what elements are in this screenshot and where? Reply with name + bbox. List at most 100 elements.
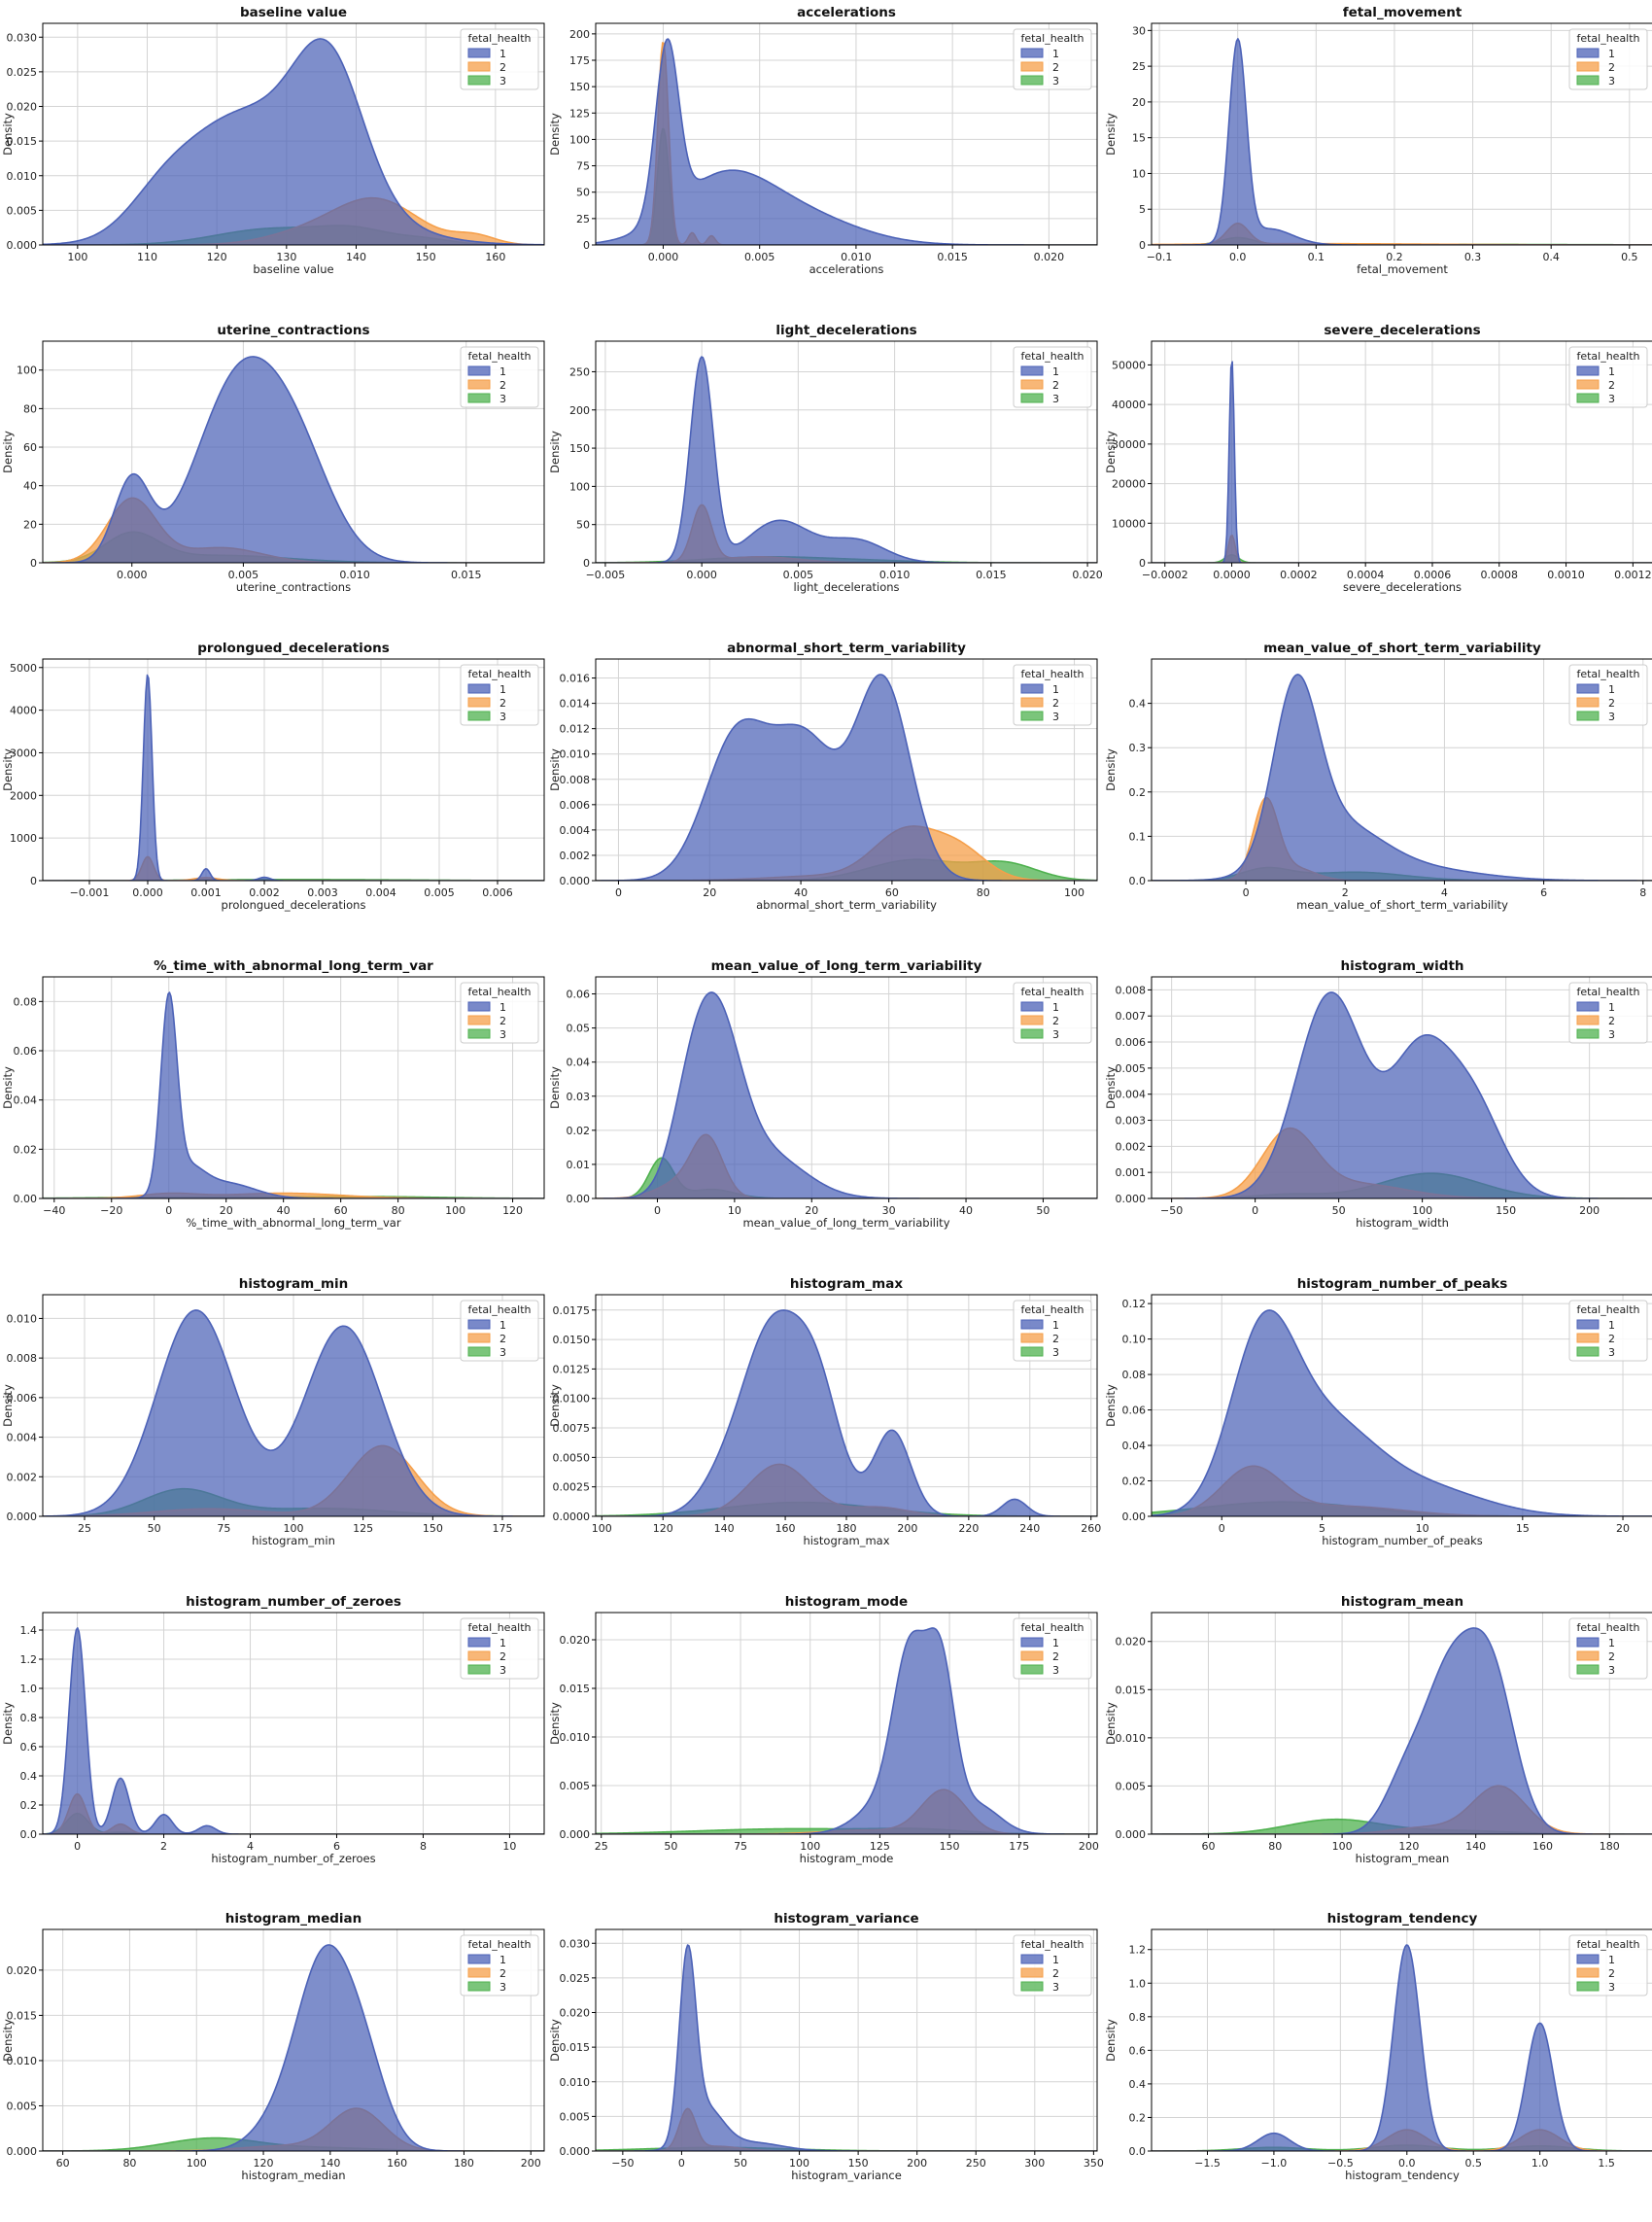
x-tick-label: 0.000 [117, 569, 148, 581]
x-tick-label: 2 [160, 1840, 167, 1853]
x-tick-label: −50 [1160, 1204, 1183, 1217]
legend-title: fetal_health [1576, 1938, 1639, 1951]
axes-frame [1151, 1294, 1652, 1517]
x-tick-label: 0.005 [228, 569, 259, 581]
legend-title: fetal_health [467, 986, 531, 998]
y-tick-label: 0.020 [560, 1634, 591, 1647]
y-tick-label: 1.2 [1129, 1944, 1147, 1957]
density-layer [1152, 1944, 1652, 2151]
legend-title: fetal_health [467, 32, 531, 45]
legend-title: fetal_health [467, 350, 531, 363]
legend-swatch-3 [1576, 75, 1600, 86]
legend-swatch-2 [1576, 697, 1600, 708]
x-axis-label: %_time_with_abnormal_long_term_var [186, 1216, 400, 1230]
legend-label-1: 1 [1052, 365, 1059, 378]
x-tick-label: 0.000 [648, 251, 679, 263]
legend-label-2: 2 [1608, 697, 1615, 710]
legend-swatch-1 [1576, 1001, 1600, 1012]
y-tick-label: 175 [569, 54, 590, 67]
subplot-title: %_time_with_abnormal_long_term_var [154, 958, 433, 974]
x-tick-label: 100 [1064, 886, 1084, 899]
x-axis-label: light_decelerations [793, 580, 899, 594]
y-tick-label: 5 [1139, 203, 1146, 216]
x-tick-label: 200 [1579, 1204, 1600, 1217]
y-axis-label: Density [1104, 748, 1118, 791]
legend-swatch-1 [1020, 1637, 1044, 1648]
y-tick-label: 0.0 [1129, 875, 1147, 887]
x-tick-label: 0.2 [1386, 251, 1403, 263]
y-tick-label: 0.006 [560, 799, 591, 812]
axes-frame [595, 22, 1098, 246]
y-axis-label: Density [1, 431, 15, 473]
y-tick-label: 0.08 [14, 995, 38, 1008]
legend-swatch-3 [467, 711, 491, 721]
y-tick-label: 0.005 [1116, 1062, 1147, 1075]
axes-frame [1151, 340, 1652, 564]
x-tick-label: 260 [1081, 1522, 1101, 1535]
legend-label-3: 3 [1052, 393, 1059, 405]
y-tick-label: 0.1 [1129, 830, 1147, 843]
y-tick-label: 0.06 [1122, 1405, 1147, 1417]
y-tick-label: 200 [569, 28, 590, 41]
legend: fetal_health 123 [1013, 1934, 1092, 1996]
x-axis-label: histogram_variance [791, 2169, 902, 2182]
x-tick-label: 140 [320, 2157, 340, 2170]
legend-label-2: 2 [499, 1650, 506, 1663]
legend-title: fetal_health [1576, 668, 1639, 680]
legend-swatch-3 [1576, 1981, 1600, 1992]
legend-label-2: 2 [1052, 1333, 1059, 1345]
y-tick-label: 0.03 [567, 1091, 591, 1103]
legend-swatch-1 [1020, 683, 1044, 694]
legend-swatch-1 [1576, 1954, 1600, 1964]
x-tick-label: 0.000 [686, 569, 717, 581]
x-tick-label: 160 [1532, 1840, 1553, 1853]
y-tick-label: 10000 [1112, 517, 1146, 530]
axes-frame [1151, 1928, 1652, 2152]
legend-label-3: 3 [1052, 75, 1059, 87]
legend-box [460, 28, 539, 90]
x-tick-label: 20 [703, 886, 716, 899]
axes-frame [595, 1612, 1098, 1835]
legend-swatch-2 [1020, 379, 1044, 390]
legend-swatch-3 [467, 1028, 491, 1039]
legend-label-3: 3 [1608, 1028, 1615, 1041]
y-tick-label: 20 [1132, 96, 1146, 109]
x-tick-label: 0.000 [132, 886, 163, 899]
x-axis-label: mean_value_of_short_term_variability [1296, 898, 1508, 912]
y-tick-label: 0.000 [1116, 1193, 1147, 1205]
y-axis-label: Density [1, 1702, 15, 1745]
x-tick-label: 20 [805, 1204, 818, 1217]
subplot-fetal-movement: −0.1 0.0 0.1 0.2 0.3 0.4 0.5 0 5 10 15 20 25 30 fetal_… [1104, 5, 1652, 276]
y-tick-label: 0 [30, 557, 37, 570]
subplot-title: prolongued_decelerations [197, 641, 389, 656]
density-area-class-1 [596, 991, 1097, 1198]
density-area-class-1 [1152, 38, 1652, 245]
legend-label-1: 1 [499, 1001, 506, 1014]
x-tick-label: 15 [1516, 1522, 1530, 1535]
subplot-title: histogram_mean [1341, 1594, 1463, 1610]
y-tick-label: 0.004 [560, 824, 591, 837]
x-tick-label: 0.005 [783, 569, 814, 581]
subplot-histogram-variance: −50 0 50 100 150 200 250 300 350 0.000 0.005 0.010 0… [548, 1911, 1104, 2182]
legend-swatch-2 [467, 697, 491, 708]
legend-swatch-2 [1020, 697, 1044, 708]
y-tick-label: 0.015 [560, 1683, 591, 1695]
x-tick-label: 0 [678, 2157, 685, 2170]
density-area-class-1 [1152, 1944, 1652, 2151]
y-tick-label: 80 [23, 402, 37, 415]
x-axis-label: histogram_number_of_peaks [1322, 1534, 1483, 1547]
x-tick-label: 150 [423, 1522, 443, 1535]
y-tick-label: 0.2 [20, 1799, 38, 1812]
legend: fetal_health 123 [460, 1300, 539, 1362]
x-tick-label: 50 [1332, 1204, 1346, 1217]
legend-swatch-3 [1020, 393, 1044, 403]
x-tick-label: 40 [794, 886, 808, 899]
legend-swatch-1 [467, 1637, 491, 1648]
legend-swatch-1 [1576, 1637, 1600, 1648]
y-tick-label: 0.002 [560, 850, 591, 862]
axes-frame [595, 340, 1098, 564]
x-tick-label: 20 [220, 1204, 233, 1217]
legend-label-2: 2 [1608, 379, 1615, 392]
legend-swatch-1 [1576, 1319, 1600, 1330]
legend: fetal_health 123 [1013, 28, 1092, 90]
